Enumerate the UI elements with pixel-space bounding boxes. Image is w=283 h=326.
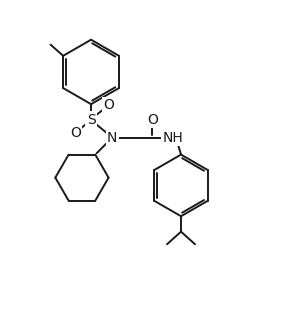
Text: NH: NH [162,131,183,145]
Text: O: O [147,112,158,126]
Text: O: O [103,98,114,112]
Text: O: O [70,126,81,140]
Text: N: N [107,131,117,145]
Text: S: S [87,112,95,126]
